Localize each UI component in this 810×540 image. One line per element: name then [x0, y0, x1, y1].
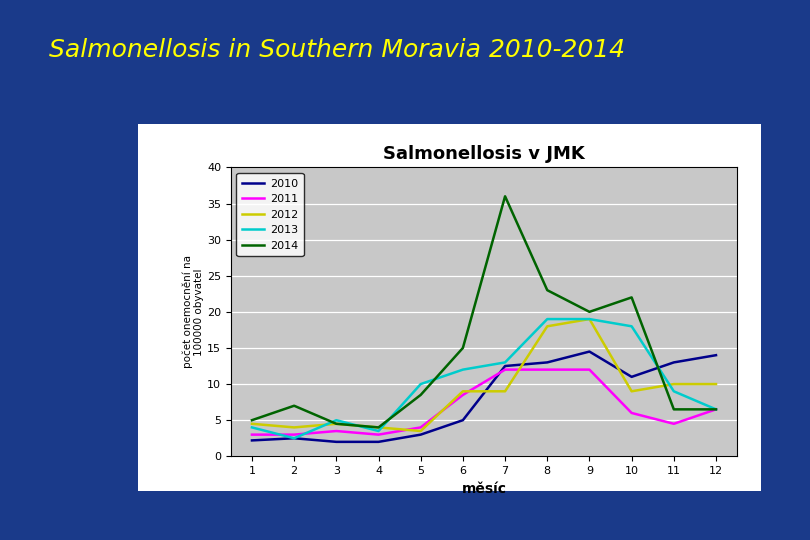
Y-axis label: počet onemocnění na
100000 obyvatel: počet onemocnění na 100000 obyvatel — [182, 255, 204, 368]
2012 — [711, 381, 721, 387]
2014 — [669, 406, 679, 413]
2013 — [669, 388, 679, 395]
2011 — [543, 366, 552, 373]
2014 — [247, 417, 257, 423]
2012 — [289, 424, 299, 431]
2014 — [331, 421, 341, 427]
2010 — [289, 435, 299, 442]
2011 — [711, 406, 721, 413]
X-axis label: měsíc: měsíc — [462, 482, 506, 496]
2011 — [331, 428, 341, 434]
2013 — [416, 381, 425, 387]
2014 — [416, 392, 425, 398]
2013 — [458, 366, 467, 373]
2011 — [585, 366, 595, 373]
2011 — [458, 392, 467, 398]
2013 — [711, 406, 721, 413]
2013 — [501, 359, 510, 366]
Line: 2013: 2013 — [252, 319, 716, 438]
2010 — [373, 438, 383, 445]
Line: 2011: 2011 — [252, 369, 716, 435]
2012 — [543, 323, 552, 329]
2013 — [585, 316, 595, 322]
2010 — [331, 438, 341, 445]
2014 — [543, 287, 552, 293]
2013 — [331, 417, 341, 423]
2010 — [585, 348, 595, 355]
Line: 2014: 2014 — [252, 196, 716, 428]
2014 — [373, 424, 383, 431]
2012 — [416, 428, 425, 434]
2014 — [627, 294, 637, 301]
2014 — [585, 308, 595, 315]
2010 — [247, 437, 257, 444]
2013 — [247, 424, 257, 431]
2012 — [501, 388, 510, 395]
Legend: 2010, 2011, 2012, 2013, 2014: 2010, 2011, 2012, 2013, 2014 — [237, 173, 304, 256]
2010 — [501, 363, 510, 369]
Text: Salmonellosis in Southern Moravia 2010-2014: Salmonellosis in Southern Moravia 2010-2… — [49, 38, 625, 62]
2014 — [501, 193, 510, 199]
Line: 2010: 2010 — [252, 352, 716, 442]
2013 — [627, 323, 637, 329]
2014 — [711, 406, 721, 413]
2012 — [247, 421, 257, 427]
2011 — [416, 424, 425, 431]
2012 — [373, 424, 383, 431]
Line: 2012: 2012 — [252, 319, 716, 431]
2014 — [458, 345, 467, 351]
2011 — [627, 410, 637, 416]
2011 — [501, 366, 510, 373]
2010 — [458, 417, 467, 423]
2012 — [627, 388, 637, 395]
2012 — [669, 381, 679, 387]
Title: Salmonellosis v JMK: Salmonellosis v JMK — [383, 145, 585, 163]
2012 — [331, 421, 341, 427]
2013 — [289, 435, 299, 442]
2012 — [585, 316, 595, 322]
2010 — [543, 359, 552, 366]
2014 — [289, 402, 299, 409]
2013 — [373, 428, 383, 434]
2011 — [289, 431, 299, 438]
2011 — [669, 421, 679, 427]
2011 — [247, 431, 257, 438]
2010 — [416, 431, 425, 438]
2012 — [458, 388, 467, 395]
2010 — [669, 359, 679, 366]
2013 — [543, 316, 552, 322]
2010 — [711, 352, 721, 359]
2010 — [627, 374, 637, 380]
2011 — [373, 431, 383, 438]
